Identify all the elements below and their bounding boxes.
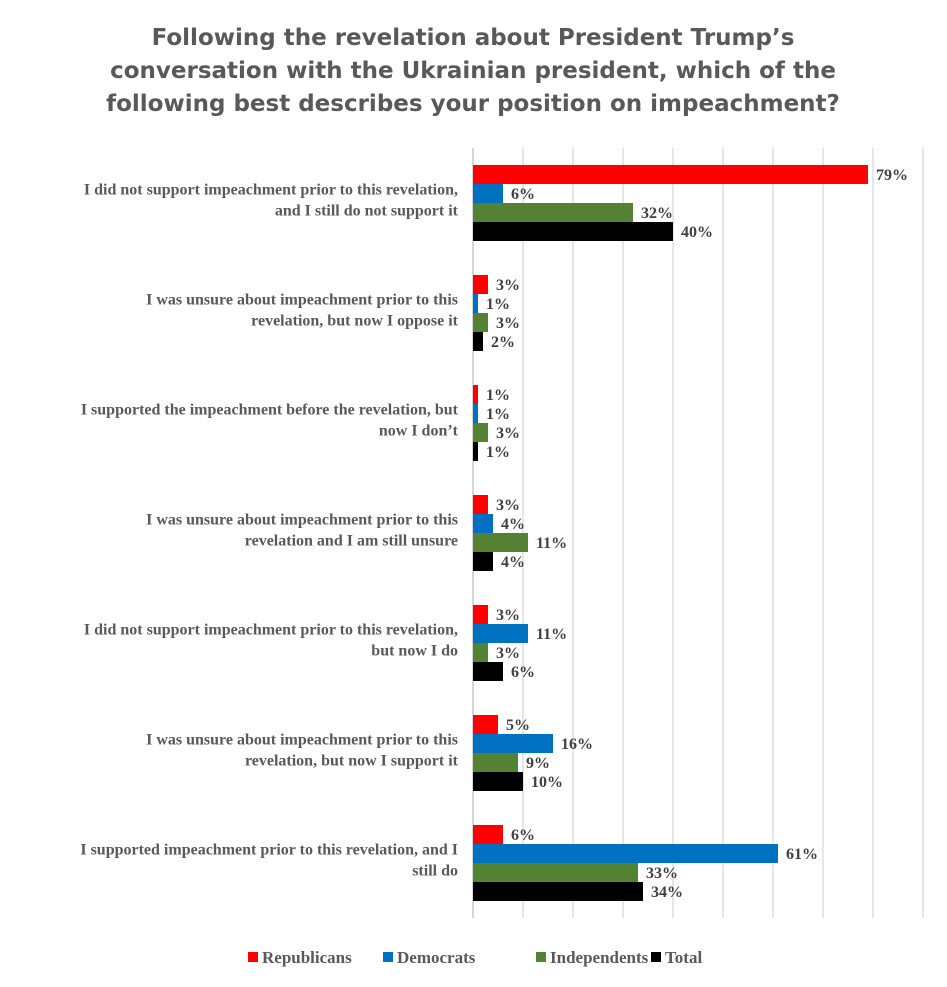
category-label: still do [412, 863, 458, 880]
chart-title-line: following best describes your position o… [106, 91, 840, 117]
data-label: 6% [511, 827, 535, 844]
bar-democrats [473, 514, 493, 533]
category-label: I supported the impeachment before the r… [81, 402, 459, 419]
category-label: I did not support impeachment prior to t… [84, 622, 458, 639]
data-label: 3% [496, 277, 520, 294]
data-label: 1% [486, 444, 510, 461]
data-label: 34% [651, 884, 683, 901]
data-label: 5% [506, 717, 530, 734]
category-label: I was unsure about impeachment prior to … [146, 732, 458, 749]
data-label: 33% [646, 865, 678, 882]
data-label: 16% [561, 736, 593, 753]
bar-total [473, 222, 673, 241]
data-label: 6% [511, 186, 535, 203]
data-label: 61% [786, 846, 818, 863]
category-label: but now I do [371, 643, 458, 660]
legend-label: Total [665, 948, 702, 967]
bar-independents [473, 533, 528, 552]
bar-total [473, 332, 483, 351]
data-label: 32% [641, 205, 673, 222]
bar-republicans [473, 605, 488, 624]
legend-swatch [651, 952, 661, 962]
data-label: 4% [501, 516, 525, 533]
bar-republicans [473, 385, 478, 404]
category-label: revelation, but now I support it [245, 753, 459, 770]
bar-total [473, 882, 643, 901]
bar-republicans [473, 715, 498, 734]
bar-independents [473, 863, 638, 882]
data-label: 1% [486, 406, 510, 423]
category-label: and I still do not support it [275, 203, 459, 220]
bar-republicans [473, 495, 488, 514]
category-label: I supported impeachment prior to this re… [80, 842, 458, 859]
bar-independents [473, 753, 518, 772]
data-label: 3% [496, 645, 520, 662]
category-label: I was unsure about impeachment prior to … [146, 292, 458, 309]
legend-swatch [248, 952, 258, 962]
bar-total [473, 662, 503, 681]
bar-independents [473, 423, 488, 442]
legend-label: Democrats [397, 948, 476, 967]
category-label: revelation, but now I oppose it [251, 313, 459, 330]
data-label: 3% [496, 607, 520, 624]
bar-total [473, 772, 523, 791]
legend-swatch [536, 952, 546, 962]
category-label: I did not support impeachment prior to t… [84, 182, 458, 199]
bar-independents [473, 313, 488, 332]
data-label: 2% [491, 334, 515, 351]
bar-republicans [473, 825, 503, 844]
bar-democrats [473, 844, 778, 863]
bar-republicans [473, 165, 868, 184]
category-label: revelation and I am still unsure [245, 533, 458, 550]
data-label: 11% [536, 535, 567, 552]
bar-democrats [473, 294, 478, 313]
data-label: 40% [681, 224, 713, 241]
bar-total [473, 552, 493, 571]
data-label: 10% [531, 774, 563, 791]
data-label: 3% [496, 315, 520, 332]
data-label: 79% [876, 167, 908, 184]
data-label: 3% [496, 497, 520, 514]
bar-total [473, 442, 478, 461]
data-label: 1% [486, 296, 510, 313]
legend-label: Independents [550, 948, 649, 967]
bar-democrats [473, 624, 528, 643]
data-label: 6% [511, 664, 535, 681]
category-label: now I don’t [379, 423, 459, 440]
data-label: 9% [526, 755, 550, 772]
bar-democrats [473, 184, 503, 203]
bar-democrats [473, 734, 553, 753]
chart-title-line: Following the revelation about President… [152, 25, 795, 51]
legend-swatch [383, 952, 393, 962]
category-label: I was unsure about impeachment prior to … [146, 512, 458, 529]
bar-democrats [473, 404, 478, 423]
legend-label: Republicans [262, 948, 352, 967]
data-label: 4% [501, 554, 525, 571]
data-label: 3% [496, 425, 520, 442]
bar-republicans [473, 275, 488, 294]
data-label: 11% [536, 626, 567, 643]
chart-title-line: conversation with the Ukrainian presiden… [110, 58, 836, 84]
bar-independents [473, 643, 488, 662]
data-label: 1% [486, 387, 510, 404]
bar-independents [473, 203, 633, 222]
